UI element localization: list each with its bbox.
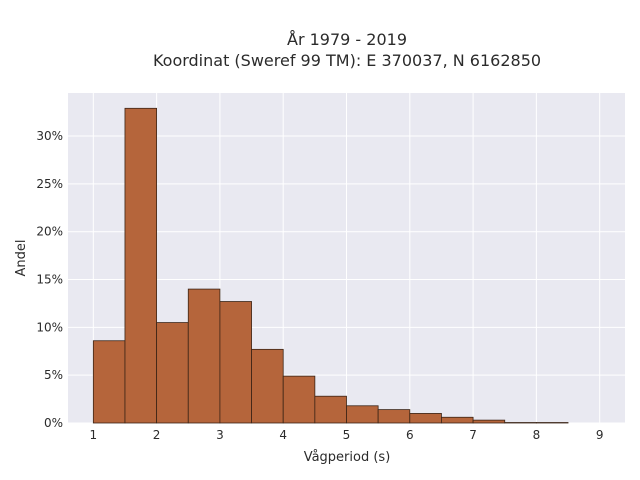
histogram-bar: [314, 395, 347, 424]
y-tick-labels: 0% 5% 10% 15% 20% 25% 30%: [36, 129, 63, 430]
x-axis-label: Vågperiod (s): [304, 450, 391, 465]
y-tick-label: 15%: [36, 273, 63, 287]
y-axis-label: Andel: [14, 240, 29, 277]
histogram-bar: [282, 375, 316, 424]
x-tick-label: 7: [469, 428, 477, 442]
y-tick-label: 25%: [36, 177, 63, 191]
chart-title-line1: År 1979 - 2019: [287, 30, 407, 49]
histogram-bar: [187, 288, 221, 424]
histogram-bar: [219, 301, 252, 424]
x-tick-label: 6: [406, 428, 414, 442]
x-tick-label: 3: [216, 428, 224, 442]
x-tick-label: 9: [596, 428, 604, 442]
histogram-bar: [124, 107, 158, 424]
histogram-bar: [346, 405, 379, 424]
histogram-bar: [409, 413, 442, 424]
x-tick-label: 2: [153, 428, 161, 442]
x-tick-label: 5: [343, 428, 351, 442]
y-tick-label: 5%: [44, 368, 63, 382]
x-tick-label: 1: [89, 428, 97, 442]
x-tick-labels: 1 2 3 4 5 6 7 8 9: [89, 428, 603, 442]
y-tick-label: 30%: [36, 129, 63, 143]
histogram-bar: [441, 416, 474, 424]
histogram-bar: [377, 409, 411, 424]
y-tick-label: 0%: [44, 416, 63, 430]
histogram-bar: [251, 348, 284, 424]
chart-title-line2: Koordinat (Sweref 99 TM): E 370037, N 61…: [153, 51, 541, 70]
histogram-bar: [156, 322, 189, 424]
histogram-bar: [92, 340, 126, 424]
x-tick-label: 4: [279, 428, 287, 442]
histogram-bar: [472, 419, 506, 424]
bar-group: [92, 107, 569, 424]
x-tick-label: 8: [533, 428, 541, 442]
y-tick-label: 20%: [36, 225, 63, 239]
y-tick-label: 10%: [36, 320, 63, 334]
